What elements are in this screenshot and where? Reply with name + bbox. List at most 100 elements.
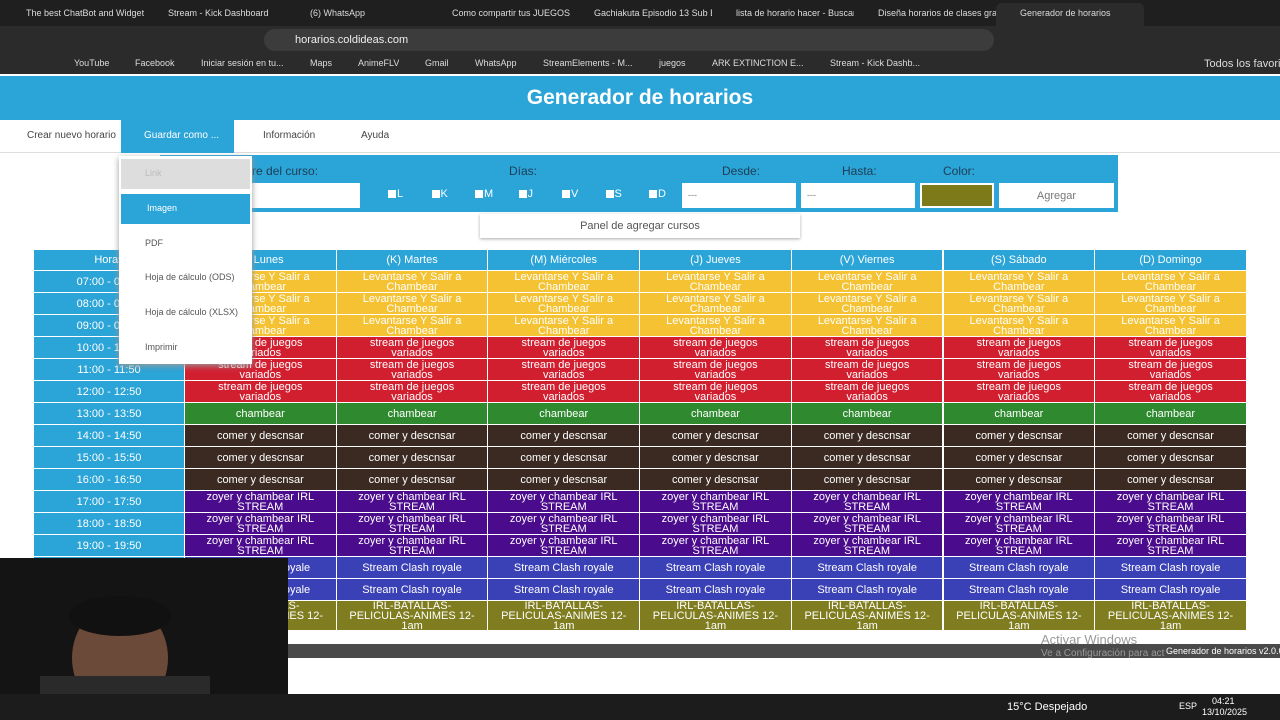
- menu-item[interactable]: Crear nuevo horario: [27, 130, 116, 141]
- course-cell[interactable]: Levantarse Y Salir a Chambear: [336, 271, 488, 292]
- course-cell[interactable]: zoyer y chambear IRL STREAM: [943, 491, 1095, 512]
- course-cell[interactable]: comer y descnsar: [640, 447, 791, 468]
- bookmark[interactable]: Gmail: [425, 58, 449, 68]
- tab-active[interactable]: [996, 3, 1144, 26]
- course-cell[interactable]: zoyer y chambear IRL STREAM: [336, 491, 488, 512]
- tab[interactable]: Gachiakuta Episodio 13 Sub Es: [594, 8, 712, 18]
- tab[interactable]: The best ChatBot and Widgets: [26, 8, 144, 18]
- course-cell[interactable]: Levantarse Y Salir a Chambear: [488, 293, 640, 314]
- course-cell[interactable]: comer y descnsar: [185, 469, 336, 490]
- course-cell[interactable]: Stream Clash royale: [640, 579, 791, 600]
- course-cell[interactable]: Levantarse Y Salir a Chambear: [1095, 293, 1246, 314]
- course-cell[interactable]: zoyer y chambear IRL STREAM: [1095, 491, 1246, 512]
- checkbox[interactable]: [431, 190, 440, 198]
- bookmark[interactable]: Stream - Kick Dashb...: [830, 58, 921, 68]
- course-cell[interactable]: Stream Clash royale: [791, 557, 943, 578]
- course-cell[interactable]: comer y descnsar: [791, 469, 943, 490]
- course-cell[interactable]: Stream Clash royale: [488, 557, 640, 578]
- course-cell[interactable]: Levantarse Y Salir a Chambear: [1095, 315, 1246, 336]
- course-cell[interactable]: zoyer y chambear IRL STREAM: [185, 535, 336, 556]
- course-cell[interactable]: Levantarse Y Salir a Chambear: [640, 315, 791, 336]
- checkbox[interactable]: [518, 190, 527, 198]
- dropdown-item[interactable]: Imprimir: [145, 342, 178, 352]
- course-cell[interactable]: comer y descnsar: [488, 425, 640, 446]
- course-cell[interactable]: zoyer y chambear IRL STREAM: [791, 535, 943, 556]
- course-cell[interactable]: comer y descnsar: [185, 425, 336, 446]
- bookmark[interactable]: Iniciar sesión en tu...: [201, 58, 284, 68]
- checkbox[interactable]: [475, 190, 483, 198]
- bookmark[interactable]: YouTube: [74, 58, 110, 68]
- course-cell[interactable]: zoyer y chambear IRL STREAM: [791, 491, 943, 512]
- bookmark[interactable]: StreamElements - M...: [543, 58, 633, 68]
- course-cell[interactable]: Levantarse Y Salir a Chambear: [943, 293, 1095, 314]
- course-cell[interactable]: chambear: [1095, 403, 1246, 424]
- course-cell[interactable]: stream de juegos variados: [791, 359, 943, 380]
- course-cell[interactable]: stream de juegos variados: [488, 359, 640, 380]
- course-cell[interactable]: zoyer y chambear IRL STREAM: [336, 513, 488, 534]
- course-cell[interactable]: stream de juegos variados: [185, 359, 336, 380]
- course-cell[interactable]: Levantarse Y Salir a Chambear: [640, 293, 791, 314]
- course-cell[interactable]: stream de juegos variados: [640, 381, 791, 402]
- course-cell[interactable]: zoyer y chambear IRL STREAM: [791, 513, 943, 534]
- course-cell[interactable]: zoyer y chambear IRL STREAM: [488, 513, 640, 534]
- select[interactable]: [801, 183, 915, 208]
- dropdown-item[interactable]: Imagen: [147, 202, 178, 213]
- name-input[interactable]: [252, 183, 360, 208]
- course-cell[interactable]: comer y descnsar: [943, 425, 1095, 446]
- course-cell[interactable]: stream de juegos variados: [791, 381, 943, 402]
- all-bookmarks[interactable]: Todos los favoritos: [1204, 58, 1280, 70]
- course-cell[interactable]: Levantarse Y Salir a Chambear: [336, 315, 488, 336]
- menu-item[interactable]: Información: [263, 130, 316, 141]
- course-cell[interactable]: comer y descnsar: [488, 447, 640, 468]
- course-cell[interactable]: stream de juegos variados: [791, 337, 943, 358]
- bookmark[interactable]: Maps: [310, 58, 333, 68]
- tab[interactable]: Stream - Kick Dashboard: [168, 8, 269, 18]
- dropdown-item[interactable]: Hoja de cálculo (XLSX): [145, 307, 239, 318]
- tab[interactable]: Generador de horarios: [1020, 8, 1111, 18]
- course-cell[interactable]: zoyer y chambear IRL STREAM: [185, 513, 336, 534]
- course-cell[interactable]: comer y descnsar: [640, 425, 791, 446]
- tab[interactable]: Como compartir tus JUEGOS: [452, 8, 570, 18]
- course-cell[interactable]: stream de juegos variados: [943, 381, 1095, 402]
- course-cell[interactable]: stream de juegos variados: [943, 359, 1095, 380]
- course-cell[interactable]: comer y descnsar: [336, 469, 488, 490]
- course-cell[interactable]: comer y descnsar: [1095, 425, 1246, 446]
- course-cell[interactable]: Levantarse Y Salir a Chambear: [1095, 271, 1246, 292]
- course-cell[interactable]: stream de juegos variados: [336, 381, 488, 402]
- course-cell[interactable]: IRL-BATALLAS-PELICULAS-ANIMES 12-1am: [791, 601, 943, 630]
- tab[interactable]: (6) WhatsApp: [310, 8, 366, 18]
- course-cell[interactable]: Levantarse Y Salir a Chambear: [640, 271, 791, 292]
- course-cell[interactable]: stream de juegos variados: [336, 337, 488, 358]
- course-cell[interactable]: zoyer y chambear IRL STREAM: [488, 491, 640, 512]
- menu-item[interactable]: Ayuda: [361, 130, 390, 141]
- course-cell[interactable]: chambear: [185, 403, 336, 424]
- course-cell[interactable]: stream de juegos variados: [640, 337, 791, 358]
- course-cell[interactable]: Stream Clash royale: [640, 557, 791, 578]
- course-cell[interactable]: IRL-BATALLAS-PELICULAS-ANIMES 12-1am: [488, 601, 640, 630]
- course-cell[interactable]: zoyer y chambear IRL STREAM: [640, 491, 791, 512]
- course-cell[interactable]: zoyer y chambear IRL STREAM: [488, 535, 640, 556]
- course-cell[interactable]: chambear: [488, 403, 640, 424]
- course-cell[interactable]: Levantarse Y Salir a Chambear: [791, 271, 943, 292]
- panel-toggle[interactable]: Panel de agregar cursos: [580, 220, 700, 232]
- color-swatch[interactable]: [920, 183, 994, 208]
- bookmark[interactable]: juegos: [659, 58, 686, 68]
- panel-toggle-box[interactable]: [480, 214, 800, 238]
- course-cell[interactable]: zoyer y chambear IRL STREAM: [1095, 513, 1246, 534]
- course-cell[interactable]: zoyer y chambear IRL STREAM: [1095, 535, 1246, 556]
- add-button[interactable]: Agregar: [999, 183, 1114, 208]
- course-cell[interactable]: zoyer y chambear IRL STREAM: [640, 513, 791, 534]
- course-cell[interactable]: stream de juegos variados: [943, 337, 1095, 358]
- course-cell[interactable]: Stream Clash royale: [488, 579, 640, 600]
- select[interactable]: [682, 183, 796, 208]
- course-cell[interactable]: stream de juegos variados: [640, 359, 791, 380]
- course-cell[interactable]: comer y descnsar: [336, 425, 488, 446]
- course-cell[interactable]: comer y descnsar: [1095, 447, 1246, 468]
- course-cell[interactable]: IRL-BATALLAS-PELICULAS-ANIMES 12-1am: [640, 601, 791, 630]
- course-cell[interactable]: stream de juegos variados: [1095, 359, 1246, 380]
- course-cell[interactable]: zoyer y chambear IRL STREAM: [640, 535, 791, 556]
- address-bar[interactable]: [264, 29, 994, 51]
- bookmark[interactable]: WhatsApp: [475, 58, 517, 68]
- bookmark[interactable]: ARK EXTINCTION E...: [712, 58, 804, 68]
- course-cell[interactable]: Levantarse Y Salir a Chambear: [488, 315, 640, 336]
